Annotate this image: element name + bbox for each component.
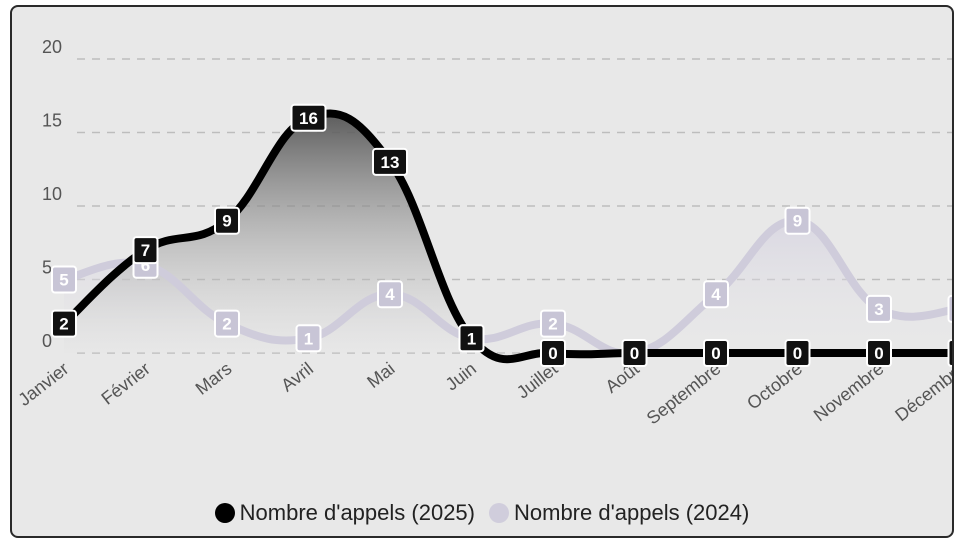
data-label-2025: 1 xyxy=(458,324,485,353)
data-label-box xyxy=(703,339,729,367)
data-label-2024: 4 xyxy=(377,280,403,309)
data-label-box xyxy=(377,280,403,309)
data-label-2025: 2 xyxy=(51,309,77,338)
chart-card: 0 5 10 15 20 Janvier Février Mars Avril Mai Juin J… xyxy=(10,5,954,538)
y-tick-label: 5 xyxy=(42,258,52,278)
data-label-box xyxy=(132,236,159,265)
y-tick-label: 10 xyxy=(42,184,62,204)
data-label-box xyxy=(703,280,729,309)
data-label-2024: 3 xyxy=(866,294,892,323)
data-label-2024: 9 xyxy=(784,206,811,235)
data-label-box xyxy=(51,309,77,338)
legend-label-2024: Nombre d'appels (2024) xyxy=(514,500,750,525)
data-label-text: 5 xyxy=(59,271,68,290)
data-label-box xyxy=(947,294,952,323)
legend-dot-2025 xyxy=(214,503,235,523)
data-label-2024: 1 xyxy=(295,324,322,353)
data-label-2025: 9 xyxy=(214,206,240,235)
data-label-text: 0 xyxy=(711,344,720,363)
data-label-text: 1 xyxy=(304,329,313,348)
x-tick-label: Février xyxy=(98,358,154,408)
data-label-text: 4 xyxy=(711,285,721,304)
data-label-2025: 0 xyxy=(947,339,952,367)
data-label-text: 16 xyxy=(299,109,318,128)
data-label-box xyxy=(947,339,952,367)
data-label-text: 0 xyxy=(548,344,557,363)
data-label-box xyxy=(290,103,327,132)
x-tick-label: Mars xyxy=(192,358,236,398)
data-label-2024: 3 xyxy=(947,294,952,323)
legend-item-2024[interactable]: Nombre d'appels (2024) xyxy=(489,500,749,526)
x-tick-label: Janvier xyxy=(14,358,72,409)
legend-item-2025[interactable]: Nombre d'appels (2025) xyxy=(214,500,475,526)
data-label-2024: 2 xyxy=(540,309,566,338)
data-label-text: 7 xyxy=(141,241,150,260)
legend: Nombre d'appels (2025) Nombre d'appels (… xyxy=(12,500,952,526)
data-label-box xyxy=(866,294,892,323)
data-label-text: 9 xyxy=(222,212,231,231)
y-axis: 0 5 10 15 20 xyxy=(42,37,62,351)
data-label-2024: 2 xyxy=(214,309,240,338)
data-label-text: 1 xyxy=(467,329,476,348)
data-label-box xyxy=(372,147,408,176)
data-label-box xyxy=(295,324,322,353)
data-label-2024: 5 xyxy=(51,265,77,294)
x-tick-label: Mai xyxy=(363,358,398,392)
data-label-text: 0 xyxy=(793,344,802,363)
data-label-text: 4 xyxy=(385,285,395,304)
area-2024 xyxy=(64,220,952,354)
data-label-2025: 0 xyxy=(703,339,729,367)
y-tick-label: 15 xyxy=(42,111,62,131)
data-label-2025: 0 xyxy=(621,339,648,367)
data-label-box xyxy=(458,324,485,353)
data-label-2025: 7 xyxy=(132,236,159,265)
data-label-text: 0 xyxy=(874,344,883,363)
x-tick-label: Décembre xyxy=(891,358,952,425)
data-label-2025: 0 xyxy=(540,339,566,367)
x-tick-label: Septembre xyxy=(643,358,725,428)
legend-dot-2024 xyxy=(489,503,509,523)
x-tick-label: Juin xyxy=(442,358,480,394)
data-label-2025: 13 xyxy=(372,147,408,176)
data-label-2025: 0 xyxy=(866,339,892,367)
data-label-text: 13 xyxy=(381,153,400,172)
data-label-box xyxy=(621,339,648,367)
data-label-text: 6 xyxy=(141,256,150,275)
data-label-box xyxy=(51,265,77,294)
area-fills xyxy=(64,113,952,360)
data-label-box xyxy=(784,206,811,235)
data-label-box xyxy=(214,309,240,338)
data-label-2024: 4 xyxy=(703,280,729,309)
data-label-text: 2 xyxy=(59,315,68,334)
data-label-2025: 16 xyxy=(290,103,327,132)
data-label-text: 0 xyxy=(630,344,639,363)
x-tick-label: Novembre xyxy=(810,358,888,425)
area-2025 xyxy=(64,113,952,360)
data-label-text: 3 xyxy=(874,300,883,319)
x-tick-label: Avril xyxy=(277,358,317,395)
data-label-2025: 0 xyxy=(784,339,811,367)
x-axis: Janvier Février Mars Avril Mai Juin Juillet Aoû… xyxy=(14,358,952,428)
legend-label-2025: Nombre d'appels (2025) xyxy=(239,500,475,525)
data-label-box xyxy=(866,339,892,367)
data-label-text: 2 xyxy=(222,315,231,334)
data-label-box xyxy=(540,309,566,338)
data-label-box xyxy=(784,339,811,367)
y-tick-label: 20 xyxy=(42,37,62,57)
y-tick-label: 0 xyxy=(42,331,52,351)
data-label-box xyxy=(540,339,566,367)
data-label-box xyxy=(214,206,240,235)
data-label-text: 9 xyxy=(793,212,802,231)
data-label-text: 2 xyxy=(548,315,557,334)
data-labels: 56214120493327916131000000 xyxy=(51,103,952,367)
